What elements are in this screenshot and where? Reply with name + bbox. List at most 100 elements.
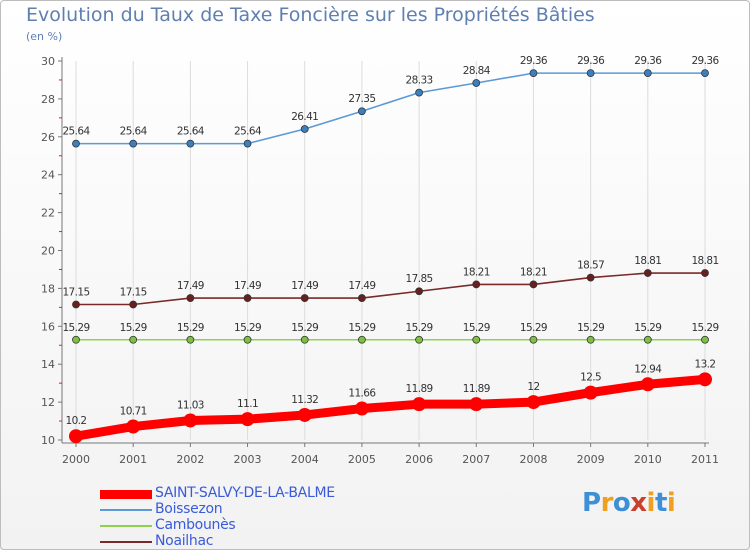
series-line [75, 272, 706, 306]
legend-swatch [100, 525, 152, 527]
data-label: 15.29 [577, 322, 604, 334]
legend-label: Boissezon [155, 501, 223, 517]
data-label: 25.64 [177, 126, 205, 138]
data-label: 29.36 [520, 55, 548, 67]
data-point [472, 335, 481, 344]
data-point [186, 139, 195, 148]
x-tick-label: 2009 [577, 453, 605, 466]
y-tick-label: 16 [41, 320, 55, 333]
data-point [701, 69, 709, 78]
data-point [698, 372, 712, 387]
x-tick-label: 2000 [62, 453, 90, 466]
proxiti-logo: Proxiti [582, 488, 676, 518]
data-point [300, 125, 309, 133]
data-label: 15.29 [463, 322, 490, 334]
data-label: 11.66 [348, 388, 376, 400]
data-label: 11.89 [463, 383, 490, 395]
legend-label: SAINT-SALVY-DE-LA-BALME [155, 485, 335, 501]
legend-swatch [100, 509, 152, 511]
data-label: 18.21 [463, 266, 490, 278]
data-point [415, 287, 423, 296]
data-label: 15.29 [520, 322, 547, 334]
y-tick-label: 24 [41, 169, 55, 182]
data-label: 15.29 [177, 322, 204, 334]
data-label: 12.94 [634, 363, 662, 375]
data-point [129, 335, 138, 344]
data-label: 18.81 [691, 255, 718, 267]
data-label: 17.15 [62, 287, 89, 299]
data-label: 28.33 [406, 75, 433, 87]
data-point [472, 79, 481, 87]
data-point [129, 139, 138, 148]
data-label: 13.2 [695, 358, 716, 370]
data-label: 15.29 [120, 322, 147, 334]
data-point [529, 280, 538, 289]
data-label: 15.29 [348, 322, 375, 334]
data-label: 15.29 [234, 322, 261, 334]
data-point [526, 395, 541, 410]
data-label: 29.36 [691, 55, 719, 67]
data-point [72, 335, 80, 344]
data-label: 15.29 [691, 322, 718, 334]
data-point [640, 377, 655, 392]
logo-letter: t [654, 488, 667, 518]
y-tick-label: 18 [41, 282, 55, 295]
data-point [243, 139, 252, 148]
x-tick-label: 2010 [634, 453, 662, 466]
data-label: 18.57 [577, 260, 604, 272]
data-point [358, 107, 366, 116]
data-point [586, 69, 595, 78]
y-tick-label: 22 [41, 207, 55, 220]
data-label: 25.64 [62, 126, 90, 138]
data-label: 15.29 [62, 322, 89, 334]
data-label: 12.5 [580, 372, 601, 384]
data-label: 10.2 [66, 415, 87, 427]
logo-letter: i [666, 488, 676, 518]
logo-letter: P [582, 488, 601, 518]
data-point [412, 397, 427, 412]
x-tick-label: 2004 [291, 453, 319, 466]
data-label: 15.29 [406, 322, 433, 334]
logo-letter: r [600, 488, 614, 518]
data-point [300, 294, 309, 302]
data-label: 17.49 [177, 280, 204, 292]
data-label: 10.71 [120, 406, 147, 418]
data-label: 17.49 [348, 280, 375, 292]
x-tick-label: 2002 [176, 453, 204, 466]
x-tick-label: 2003 [234, 453, 262, 466]
data-point [126, 419, 141, 434]
data-point [72, 139, 80, 148]
data-point [243, 335, 252, 344]
data-point [183, 413, 198, 428]
series-line [75, 72, 706, 145]
data-point [472, 280, 481, 289]
chart-subtitle: (en %) [26, 30, 63, 43]
legend-swatch [100, 541, 152, 543]
data-label: 29.36 [634, 55, 662, 67]
y-tick-label: 14 [41, 358, 55, 371]
x-tick-label: 2001 [119, 453, 147, 466]
data-label: 18.21 [520, 266, 547, 278]
legend-swatch [100, 489, 152, 499]
data-label: 12 [527, 381, 539, 393]
series-line [71, 374, 710, 441]
data-point [643, 269, 652, 277]
legend-label: Cambounès [155, 517, 236, 533]
data-label: 18.81 [634, 255, 661, 267]
data-point [243, 294, 252, 302]
data-point [415, 88, 423, 97]
data-point [300, 335, 309, 344]
data-label: 28.84 [463, 65, 491, 77]
data-point [72, 300, 80, 309]
data-label: 25.64 [234, 126, 262, 138]
chart-title: Evolution du Taux de Taxe Foncière sur l… [26, 4, 595, 26]
data-point [583, 385, 598, 400]
logo-letter: o [612, 488, 631, 518]
data-point [701, 269, 709, 277]
logo-letter: x [630, 488, 647, 518]
x-tick-label: 2008 [519, 453, 547, 466]
data-point [586, 335, 595, 344]
data-label: 27.35 [348, 93, 375, 105]
data-label: 11.1 [237, 398, 258, 410]
data-point [358, 335, 366, 344]
